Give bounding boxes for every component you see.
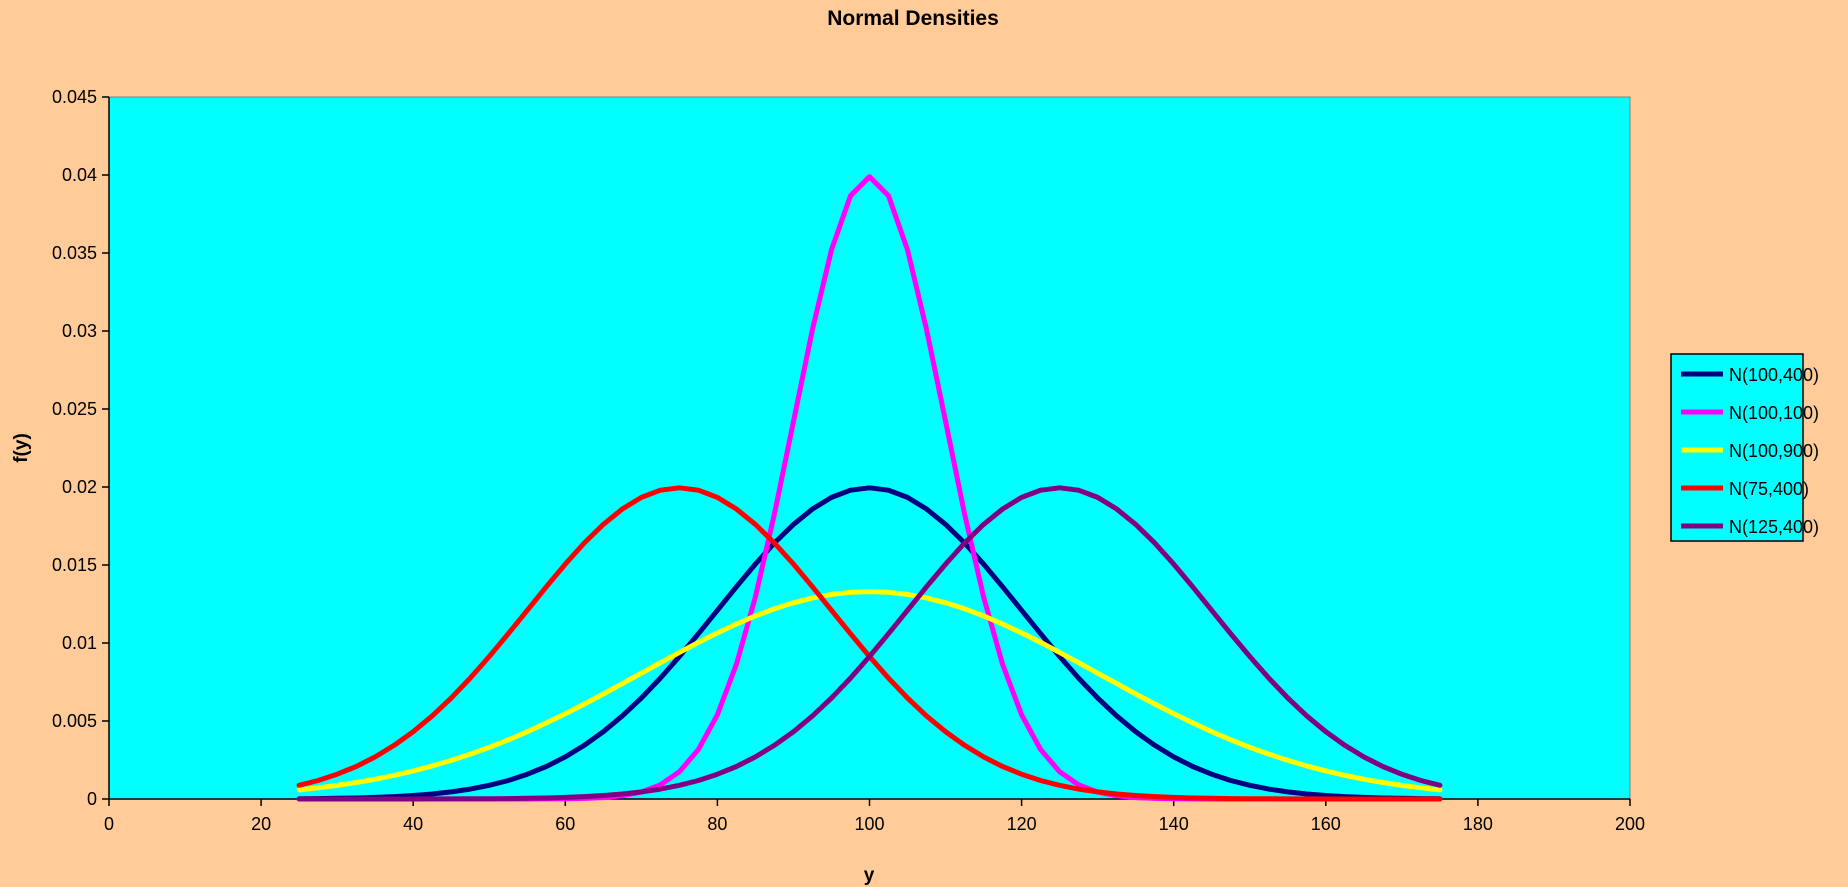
legend-label: N(100,400) (1729, 365, 1819, 385)
x-tick-label: 180 (1463, 814, 1493, 834)
y-tick-label: 0.04 (62, 165, 97, 185)
y-tick-label: 0.035 (52, 243, 97, 263)
series-line-1 (296, 485, 1443, 802)
y-axis-label: f(y) (11, 433, 32, 463)
series-lines (296, 174, 1443, 802)
y-axis-ticks: 0 0.005 0.01 0.015 0.02 0.025 0.03 0.035 0.04 0.0… (52, 87, 109, 809)
x-tick-label: 0 (104, 814, 114, 834)
y-tick-label: 0 (87, 789, 97, 809)
x-tick-label: 200 (1615, 814, 1645, 834)
x-tick-label: 140 (1159, 814, 1189, 834)
legend-label: N(125,400) (1729, 517, 1819, 537)
y-tick-label: 0.015 (52, 555, 97, 575)
x-tick-label: 160 (1311, 814, 1341, 834)
legend-label: N(75,400) (1729, 479, 1809, 499)
x-tick-label: 60 (555, 814, 575, 834)
series-line-3 (296, 589, 1443, 793)
x-axis-ticks: 0 20 40 60 80 100 120 140 160 180 200 (104, 799, 1645, 834)
x-tick-label: 100 (854, 814, 884, 834)
x-tick-label: 120 (1007, 814, 1037, 834)
y-tick-label: 0.045 (52, 87, 97, 107)
x-tick-label: 40 (403, 814, 423, 834)
x-axis-label: y (864, 865, 875, 886)
legend-label: N(100,100) (1729, 403, 1819, 423)
y-tick-label: 0.01 (62, 633, 97, 653)
y-tick-label: 0.025 (52, 399, 97, 419)
y-tick-label: 0.02 (62, 477, 97, 497)
y-tick-label: 0.005 (52, 711, 97, 731)
plot-area (108, 96, 1631, 800)
x-tick-label: 20 (251, 814, 271, 834)
legend-label: N(100,900) (1729, 441, 1819, 461)
x-tick-label: 80 (707, 814, 727, 834)
series-line-5 (296, 485, 1443, 802)
y-tick-label: 0.03 (62, 321, 97, 341)
chart-title: Normal Densities (827, 7, 999, 30)
legend: N(100,400) N(100,100) N(100,900) N(75,400) N… (1670, 353, 1819, 542)
